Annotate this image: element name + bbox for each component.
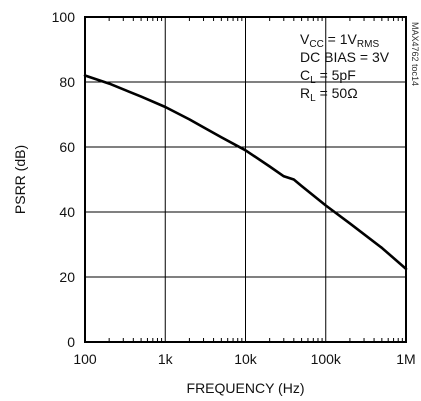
psrr-curve (83, 74, 408, 271)
grid-lines (84, 16, 407, 343)
plot-frame (84, 16, 407, 343)
condition-line: CL = 5pF (300, 67, 356, 86)
x-tick-label: 10k (234, 351, 258, 367)
condition-line: DC BIAS = 3V (300, 49, 390, 65)
y-axis-title: PSRR (dB) (12, 145, 28, 214)
y-tick-label: 40 (59, 204, 75, 220)
y-tick-label: 100 (52, 9, 76, 25)
y-tick-label: 20 (59, 269, 75, 285)
y-tick-label: 80 (59, 74, 75, 90)
condition-line: RL = 50Ω (300, 85, 358, 104)
x-tick-label: 1M (396, 351, 415, 367)
x-tick-label: 100k (311, 351, 342, 367)
x-axis-title: FREQUENCY (Hz) (187, 380, 305, 396)
y-tick-label: 0 (67, 334, 75, 350)
x-tick-label: 1k (158, 351, 174, 367)
y-tick-label: 60 (59, 139, 75, 155)
figure-id-label: MAX4762 toc14 (410, 22, 420, 86)
x-axis-ticks: 100 1k 10k 100k 1M (73, 351, 415, 367)
x-tick-label: 100 (73, 351, 97, 367)
y-axis-ticks: 0 20 40 60 80 100 (52, 9, 76, 350)
condition-line: VCC = 1VRMS (300, 31, 379, 50)
